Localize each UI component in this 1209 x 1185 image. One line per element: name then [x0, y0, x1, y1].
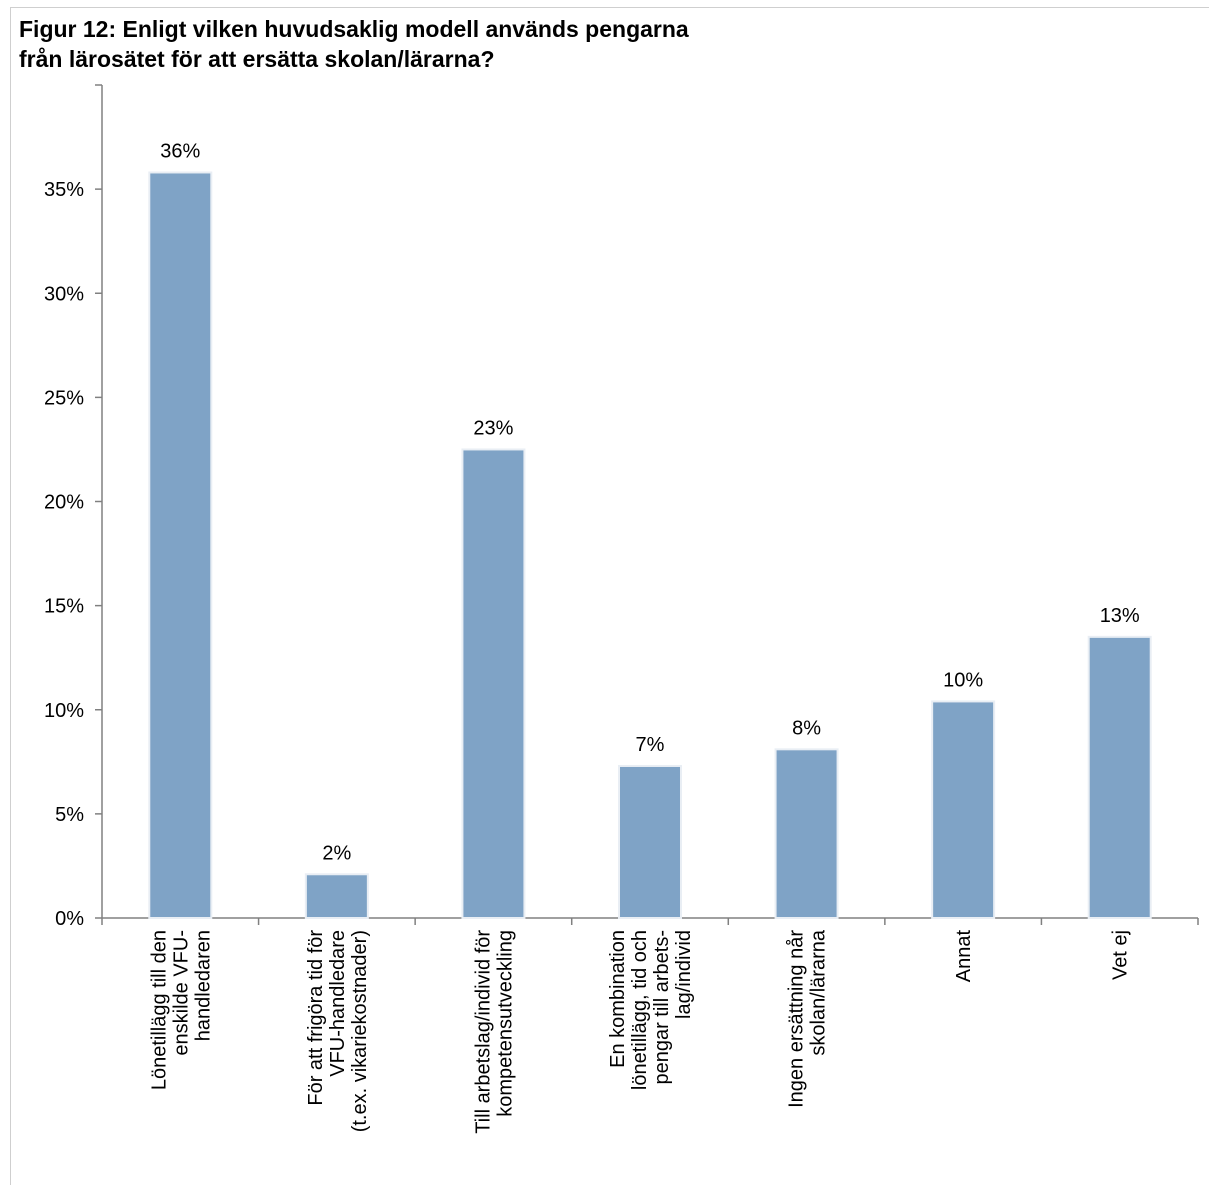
chart-title-line-2: från lärosätet för att ersätta skolan/lä… [19, 46, 495, 72]
category-label-line: Lönetillägg till den [148, 930, 170, 1090]
chart-title-line-1: Figur 12: Enligt vilken huvudsaklig mode… [19, 16, 689, 42]
category-label-line: För att frigöra tid för [305, 930, 327, 1106]
category-label-line: Till arbetslag/individ för [472, 930, 494, 1134]
y-tick-label: 5% [55, 804, 84, 826]
category-label: Till arbetslag/individ för kompetensutvec… [472, 930, 516, 1134]
category-label-line: lönetillägg, tid och [629, 930, 651, 1090]
bar [774, 748, 839, 919]
category-label-line: pengar till arbets- [651, 930, 673, 1085]
category-label: För att frigöra tid för VFU-handledare (t.… [305, 930, 371, 1133]
bar [148, 171, 213, 919]
data-label: 13% [1100, 605, 1140, 627]
data-labels: 36% 2% 23% 7% 8% 10% 13% [160, 140, 1140, 864]
bar [461, 448, 526, 919]
category-label: En kombination lönetillägg, tid och pengar… [607, 930, 695, 1090]
chart-title: Figur 12: Enligt vilken huvudsaklig mode… [19, 14, 689, 74]
y-tick-label: 10% [44, 700, 84, 722]
data-label: 10% [943, 669, 983, 691]
data-label: 7% [636, 734, 665, 756]
category-label-line: Ingen ersättning når [786, 930, 808, 1108]
category-label-line: Annat [953, 930, 975, 983]
category-label-line: Vet ej [1110, 930, 1132, 980]
bars [148, 171, 1152, 920]
category-labels: Lönetillägg till den enskilde VFU-handled… [148, 929, 1131, 1134]
category-label: Annat [953, 930, 975, 983]
category-label-line: skolan/lärarna [808, 929, 830, 1056]
category-label-line: kompetensutveckling [494, 930, 516, 1117]
category-label-line: En kombination [607, 930, 629, 1068]
bar [931, 700, 996, 919]
data-label: 8% [792, 717, 821, 739]
y-tick-label: 20% [44, 492, 84, 514]
y-tick-label: 35% [44, 179, 84, 201]
category-label-line: VFU-handledare [327, 930, 349, 1077]
y-tick-label: 25% [44, 387, 84, 409]
bar [304, 873, 369, 920]
data-label: 23% [473, 417, 513, 439]
y-axis: 0% 5% 10% 15% 20% 25% 30% 35% [44, 84, 103, 930]
data-label: 2% [322, 842, 351, 864]
bar [1087, 635, 1152, 919]
category-label: Lönetillägg till den enskilde VFU-handled… [148, 930, 214, 1090]
category-label-line: lag/individ [673, 930, 695, 1019]
y-tick-label: 30% [44, 283, 84, 305]
data-label: 36% [160, 140, 200, 162]
y-tick-label: 15% [44, 596, 84, 618]
category-label-line: handledaren [192, 930, 214, 1041]
category-label-line: enskilde VFU- [170, 930, 192, 1056]
y-tick-label: 0% [55, 908, 84, 930]
category-label: Ingen ersättning når skolan/lärarna [786, 929, 830, 1108]
category-label: Vet ej [1110, 930, 1132, 980]
x-axis [101, 917, 1199, 925]
bar [618, 764, 682, 919]
category-label-line: (t.ex. vikariekostnader) [349, 930, 371, 1132]
chart-frame [10, 7, 1209, 1185]
